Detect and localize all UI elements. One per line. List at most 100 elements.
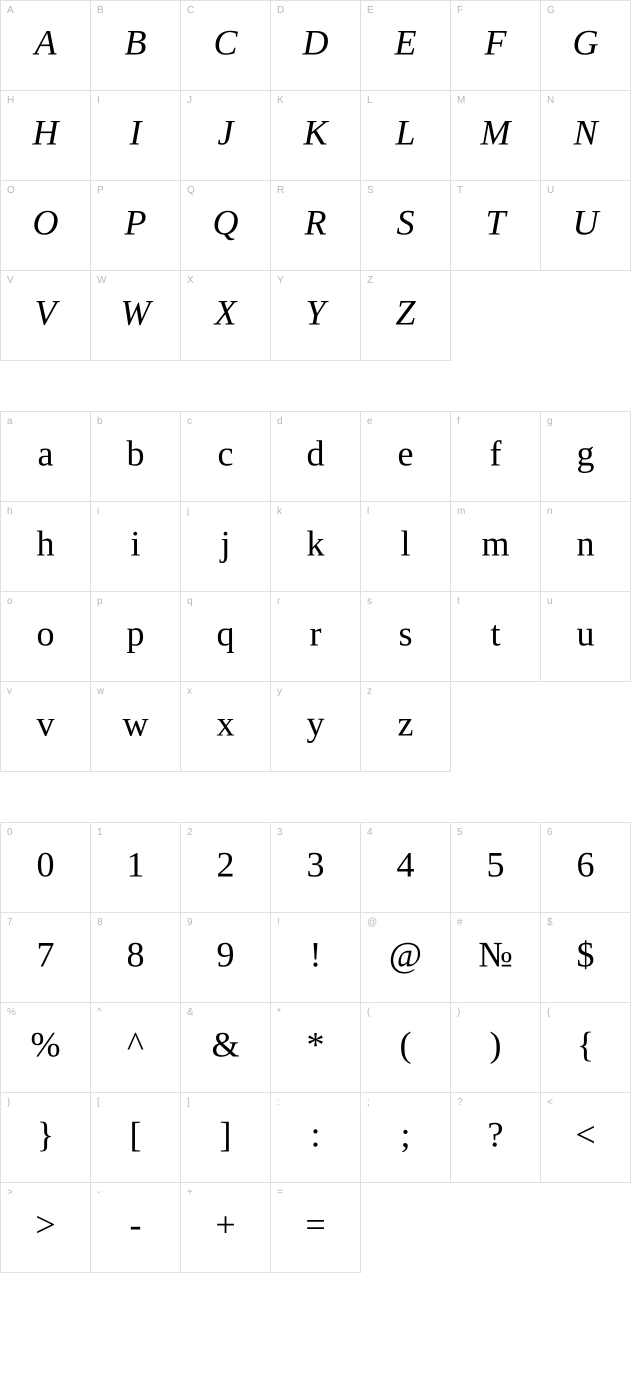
glyph-cell[interactable]: tt [451,592,541,682]
glyph-character: v [37,702,55,744]
glyph-cell[interactable]: QQ [181,181,271,271]
glyph-cell[interactable]: mm [451,502,541,592]
glyph-cell[interactable]: ** [271,1003,361,1093]
glyph-cell[interactable]: oo [1,592,91,682]
glyph-cell[interactable]: qq [181,592,271,682]
glyph-cell[interactable]: 44 [361,823,451,913]
glyph-cell[interactable]: 11 [91,823,181,913]
glyph-cell[interactable]: #№ [451,913,541,1003]
glyph-cell[interactable]: dd [271,412,361,502]
glyph-character: x [217,702,235,744]
glyph-cell[interactable]: ww [91,682,181,772]
glyph-cell[interactable]: )) [451,1003,541,1093]
glyph-cell[interactable]: DD [271,1,361,91]
glyph-cell[interactable]: ZZ [361,271,451,361]
glyph-cell[interactable]: :: [271,1093,361,1183]
glyph-label: L [367,95,373,106]
glyph-label: R [277,185,284,196]
glyph-cell[interactable]: -- [91,1183,181,1273]
glyph-cell[interactable]: 99 [181,913,271,1003]
glyph-character: O [33,201,59,243]
glyph-cell[interactable]: FF [451,1,541,91]
glyph-cell[interactable]: ss [361,592,451,682]
glyph-cell[interactable]: nn [541,502,631,592]
glyph-cell[interactable]: WW [91,271,181,361]
glyph-cell[interactable]: PP [91,181,181,271]
glyph-cell[interactable]: rr [271,592,361,682]
glyph-cell[interactable]: 22 [181,823,271,913]
glyph-cell[interactable]: pp [91,592,181,682]
glyph-cell[interactable]: && [181,1003,271,1093]
glyph-cell[interactable]: TT [451,181,541,271]
glyph-cell[interactable]: aa [1,412,91,502]
glyph-cell[interactable]: [[ [91,1093,181,1183]
glyph-cell[interactable]: 33 [271,823,361,913]
glyph-cell[interactable]: {{ [541,1003,631,1093]
glyph-cell[interactable]: xx [181,682,271,772]
glyph-cell[interactable]: zz [361,682,451,772]
glyph-cell[interactable]: II [91,91,181,181]
glyph-cell[interactable]: >> [1,1183,91,1273]
glyph-cell[interactable]: ii [91,502,181,592]
glyph-cell[interactable]: RR [271,181,361,271]
glyph-cell[interactable]: ^^ [91,1003,181,1093]
glyph-cell[interactable]: !! [271,913,361,1003]
glyph-cell[interactable]: (( [361,1003,451,1093]
glyph-character: t [490,612,500,654]
glyph-cell[interactable]: }} [1,1093,91,1183]
glyph-cell[interactable]: NN [541,91,631,181]
glyph-cell[interactable]: cc [181,412,271,502]
glyph-cell[interactable]: YY [271,271,361,361]
glyph-label: Y [277,275,284,286]
glyph-label: u [547,596,553,607]
glyph-label: w [97,686,104,697]
glyph-cell[interactable]: AA [1,1,91,91]
glyph-cell[interactable]: LL [361,91,451,181]
glyph-cell[interactable]: ]] [181,1093,271,1183]
glyph-cell[interactable]: 88 [91,913,181,1003]
glyph-cell[interactable]: vv [1,682,91,772]
glyph-cell[interactable]: VV [1,271,91,361]
glyph-cell[interactable]: bb [91,412,181,502]
glyph-cell[interactable]: == [271,1183,361,1273]
glyph-cell[interactable]: XX [181,271,271,361]
glyph-cell[interactable]: MM [451,91,541,181]
glyph-cell[interactable]: OO [1,181,91,271]
glyph-cell[interactable]: 77 [1,913,91,1003]
glyph-cell[interactable]: $$ [541,913,631,1003]
glyph-label: I [97,95,100,106]
glyph-cell[interactable]: JJ [181,91,271,181]
glyph-cell[interactable]: 66 [541,823,631,913]
glyph-label: 4 [367,827,373,838]
glyph-cell[interactable]: 00 [1,823,91,913]
glyph-cell[interactable]: gg [541,412,631,502]
glyph-cell[interactable]: SS [361,181,451,271]
glyph-character: B [125,21,147,63]
glyph-cell[interactable]: ll [361,502,451,592]
glyph-cell[interactable]: KK [271,91,361,181]
glyph-cell[interactable]: jj [181,502,271,592]
glyph-cell[interactable]: yy [271,682,361,772]
glyph-character: M [481,111,511,153]
glyph-cell[interactable]: EE [361,1,451,91]
glyph-cell[interactable]: << [541,1093,631,1183]
glyph-cell[interactable]: BB [91,1,181,91]
glyph-cell[interactable]: ?? [451,1093,541,1183]
glyph-cell[interactable]: UU [541,181,631,271]
glyph-label: S [367,185,374,196]
glyph-character: 8 [127,933,145,975]
glyph-cell[interactable]: uu [541,592,631,682]
glyph-cell[interactable]: HH [1,91,91,181]
glyph-cell[interactable]: ff [451,412,541,502]
glyph-cell[interactable]: CC [181,1,271,91]
glyph-cell[interactable]: hh [1,502,91,592]
glyph-cell[interactable]: GG [541,1,631,91]
glyph-cell[interactable]: 55 [451,823,541,913]
glyph-cell[interactable]: %% [1,1003,91,1093]
glyph-label: f [457,416,460,427]
glyph-cell[interactable]: ee [361,412,451,502]
glyph-cell[interactable]: ;; [361,1093,451,1183]
glyph-cell[interactable]: ++ [181,1183,271,1273]
glyph-cell[interactable]: kk [271,502,361,592]
glyph-cell[interactable]: @@ [361,913,451,1003]
